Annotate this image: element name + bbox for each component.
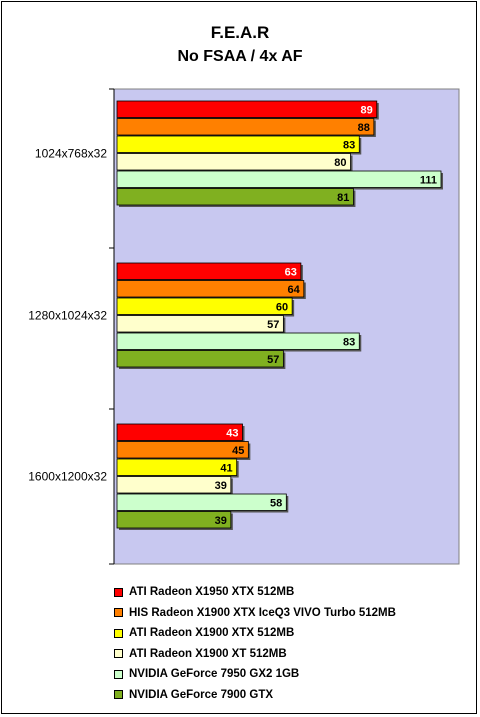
bar: [116, 441, 249, 459]
bar-value-label: 89: [361, 104, 373, 116]
bar-value-label: 83: [343, 336, 355, 348]
bar: [116, 423, 243, 441]
legend-label: ATI Radeon X1900 XTX 512MB: [129, 627, 295, 640]
bar-value-label: 57: [267, 319, 279, 331]
legend-label: NVIDIA GeForce 7900 GTX: [129, 688, 274, 701]
bar-value-label: 57: [267, 354, 279, 366]
legend-swatch: [114, 649, 123, 659]
legend-swatch: [114, 587, 123, 597]
legend-label: ATI Radeon X1900 XT 512MB: [129, 647, 287, 660]
chart-subtitle: No FSAA / 4x AF: [177, 48, 303, 65]
legend-swatch: [114, 628, 123, 638]
bar: [116, 153, 351, 171]
bar-value-label: 64: [288, 284, 301, 296]
bar: [116, 350, 284, 368]
bar: [116, 280, 305, 298]
legend-label: HIS Radeon X1900 XTX IceQ3 VIVO Turbo 51…: [129, 606, 396, 619]
bar-value-label: 111: [420, 174, 437, 186]
bar: [116, 315, 284, 333]
bar: [116, 100, 378, 118]
bar: [116, 476, 232, 494]
chart-legend: ATI Radeon X1950 XTX 512MB HIS Radeon X19…: [114, 582, 476, 705]
bar: [116, 118, 375, 136]
bar-value-label: 60: [276, 301, 288, 313]
bar: [116, 511, 232, 529]
category-label: 1024x768x32: [35, 147, 107, 161]
bar: [116, 332, 360, 350]
bar-value-label: 58: [270, 497, 282, 509]
chart-title: F.E.A.R: [210, 23, 270, 42]
bar-value-label: 39: [215, 480, 227, 492]
legend-item: ATI Radeon X1900 XTX 512MB: [114, 623, 476, 644]
bar-value-label: 88: [358, 122, 370, 134]
legend-item: HIS Radeon X1900 XTX IceQ3 VIVO Turbo 51…: [114, 603, 476, 624]
bar-value-label: 39: [215, 515, 227, 527]
bar: [116, 135, 360, 153]
bar: [116, 297, 293, 315]
bar-value-label: 41: [220, 462, 232, 474]
bar: [116, 262, 302, 280]
legend-item: NVIDIA GeForce 7900 GTX: [114, 685, 476, 706]
bar-value-label: 45: [232, 445, 244, 457]
bar-value-label: 80: [334, 157, 346, 169]
bar: [116, 188, 354, 206]
legend-item: ATI Radeon X1900 XT 512MB: [114, 644, 476, 665]
legend-item: ATI Radeon X1950 XTX 512MB: [114, 582, 476, 603]
legend-label: NVIDIA GeForce 7950 GX2 1GB: [129, 668, 300, 681]
bar-value-label: 81: [337, 192, 349, 204]
legend-swatch: [114, 608, 123, 618]
bar-value-label: 63: [285, 266, 297, 278]
bar: [116, 170, 442, 188]
category-label: 1600x1200x32: [28, 470, 107, 484]
legend-item: NVIDIA GeForce 7950 GX2 1GB: [114, 664, 476, 685]
legend-swatch: [114, 690, 123, 700]
category-label: 1280x1024x32: [28, 309, 107, 323]
bar: [116, 493, 287, 511]
legend-label: ATI Radeon X1950 XTX 512MB: [129, 586, 295, 599]
legend-swatch: [114, 669, 123, 679]
bar-value-label: 43: [226, 427, 238, 439]
bar: [116, 458, 238, 476]
bar-value-label: 83: [343, 139, 355, 151]
